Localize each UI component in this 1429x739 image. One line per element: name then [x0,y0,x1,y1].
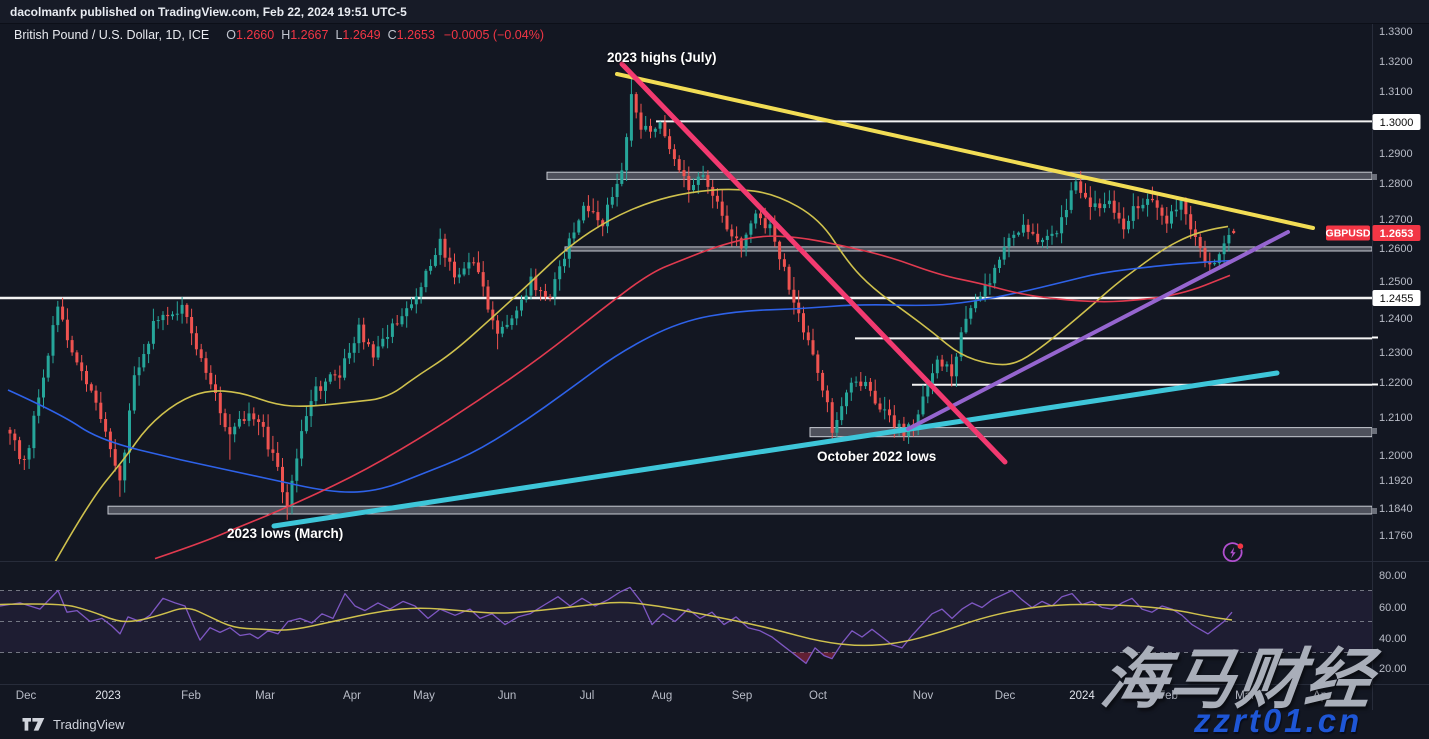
tradingview-logo-icon[interactable] [22,717,45,732]
rsi-tick-label: 40.00 [1379,633,1407,645]
price-zone-band[interactable] [546,171,1372,180]
level-price-label [1372,290,1421,306]
chart-annotation[interactable]: October 2022 lows [817,449,937,464]
ma-blue[interactable] [7,259,1233,493]
time-tick-label[interactable]: Apr [1313,690,1331,702]
axis-label-text: 1.2455 [1380,293,1414,305]
price-tick-label: 1.1840 [1379,503,1413,515]
alert-dot [1237,543,1244,549]
time-tick-label[interactable]: 2023 [95,690,121,702]
price-pane [0,61,1372,562]
price-tick-label: 1.2400 [1379,313,1413,325]
ma-yellow[interactable] [54,188,1229,562]
ohlc-key: O [226,28,236,42]
rsi-pane [0,586,1372,665]
time-tick-label[interactable]: Oct [809,690,828,702]
axis-label-text: 1.3000 [1380,117,1414,129]
price-tick-label: 1.2200 [1379,377,1413,389]
price-tick-label: 1.1920 [1379,475,1413,487]
ohlc-key: L [335,28,343,42]
ohlc-key: C [387,28,397,42]
ohlc-values: O1.2660 H1.2667 L1.2649 C1.2653 [219,28,435,42]
publisher-bar: dacolmanfx published on TradingView.com,… [0,0,1429,24]
symbol-price-tag[interactable] [1326,225,1370,241]
ohlc-key: H [281,28,291,42]
ohlc-value: 1.2660 [235,28,275,42]
trendline-cyan[interactable] [271,370,1280,529]
ohlc-value: 1.2649 [342,28,381,42]
price-tick-label: 1.2500 [1379,276,1413,288]
price-tick-label: 1.2800 [1379,178,1413,190]
time-tick-label[interactable]: Feb [181,690,201,702]
rsi-ma-line[interactable] [0,601,1233,647]
price-tick-label: 1.3200 [1379,56,1413,68]
change-value: −0.0005 (−0.04%) [443,28,544,42]
lightning-refresh-icon[interactable] [1221,541,1245,565]
candles-layer [8,78,1236,520]
chart-annotation[interactable]: 2023 lows (March) [227,526,344,541]
time-tick-label[interactable]: Mar [1235,690,1255,702]
time-tick-label[interactable]: Jun [498,690,517,702]
rsi-tick-label: 20.00 [1379,663,1407,675]
watermark-url: zzrt01.cn [1194,702,1363,739]
trendline-yellow[interactable] [615,72,1315,230]
footer-bar: TradingView [0,710,1429,739]
price-tick-label: 1.2300 [1379,347,1413,359]
price-tick-label: 1.2100 [1379,412,1413,424]
chart-annotation[interactable]: 2023 highs (July) [607,50,717,65]
time-tick-label[interactable]: May [413,690,435,702]
rsi-band-fill [0,590,1372,653]
symbol-legend: British Pound / U.S. Dollar, 1D, ICE O1.2… [14,28,544,42]
level-price-label [1372,114,1421,130]
time-tick-label[interactable]: Aug [652,690,672,702]
time-tick-label[interactable]: Apr [343,690,361,702]
price-zone-band[interactable] [107,505,1372,515]
time-tick-label[interactable]: 2024 [1069,690,1095,702]
trendline-purple[interactable] [906,230,1290,431]
ma-red[interactable] [154,235,1231,560]
tradingview-brand[interactable]: TradingView [53,717,125,732]
time-tick-label[interactable]: Sep [732,690,752,702]
price-tick-label: 1.1760 [1379,530,1413,542]
axes: 1.3300 1.3200 1.3100 1.2900 1.2800 1.2700 1.26… [0,24,1429,710]
rsi-oversold-fill [820,652,836,659]
price-tick-label: 1.2600 [1379,243,1413,255]
time-tick-label[interactable]: Nov [913,690,934,702]
ohlc-value: 1.2653 [396,28,435,42]
axis-label-text: 1.2653 [1380,228,1414,240]
trendline-pink[interactable] [619,61,1008,465]
time-tick-label[interactable]: Dec [995,690,1016,702]
price-tick-label: 1.2900 [1379,148,1413,160]
symbol-price-tag-text: GBPUSD [1326,228,1371,240]
publisher-text: dacolmanfx published on TradingView.com,… [10,5,407,19]
price-tick-label: 1.3300 [1379,26,1413,38]
rsi-tick-label: 60.00 [1379,602,1407,614]
price-tick-label: 1.2000 [1379,450,1413,462]
price-tick-label: 1.3100 [1379,86,1413,98]
symbol-title[interactable]: British Pound / U.S. Dollar, 1D, ICE [14,28,210,42]
rsi-tick-label: 80.00 [1379,570,1407,582]
time-tick-label[interactable]: Mar [255,690,275,702]
ohlc-value: 1.2667 [290,28,329,42]
time-tick-label[interactable]: Dec [16,690,37,702]
price-zone-band[interactable] [564,246,1372,252]
current-price-label [1372,225,1421,241]
time-tick-label[interactable]: Feb [1158,690,1178,702]
time-tick-label[interactable]: Jul [580,690,595,702]
price-zone-band[interactable] [809,427,1372,438]
price-tick-label: 1.2700 [1379,214,1413,226]
